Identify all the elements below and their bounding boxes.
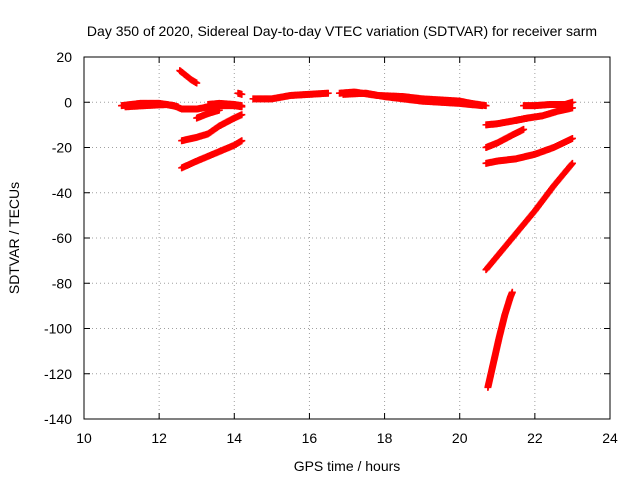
x-tick-label: 20 [452,430,468,446]
series-arc-mid-left [204,99,246,110]
y-tick-label: -40 [52,185,72,201]
y-tick-label: -20 [52,140,72,156]
data-points [118,67,576,391]
x-tick-label: 16 [302,430,318,446]
plot-frame [83,56,611,420]
x-tick-label: 12 [151,430,167,446]
y-tick-label: -120 [44,366,72,382]
chart-title: Day 350 of 2020, Sidereal Day-to-day VTE… [87,23,597,39]
data-point [238,111,246,119]
data-point [174,103,182,111]
data-point [193,79,201,87]
data-point [523,114,531,122]
series-arc-right-neg27 [482,134,576,167]
data-point [478,102,486,110]
grid-lines [84,57,610,419]
data-point [215,106,223,114]
series-arc-short-spike [176,67,201,87]
data-point [324,89,332,97]
data-point [238,102,246,110]
data-point [568,104,576,112]
axis-ticks: 10 12 14 16 18 20 22 24 20 0 -20 -40 -60 -80 -100 -120 -… [44,49,618,446]
x-tick-label: 22 [527,430,543,446]
series-arc-neg17-left [178,111,246,145]
data-point [520,125,528,133]
series-arc-right-neg20 [482,125,528,151]
data-point [238,137,246,145]
series-arc-day-right-b [339,89,486,110]
y-axis-label: SDTVAR / TECUs [6,182,22,294]
series-arc-neg29-left [178,137,246,172]
series-arc-right-diagonal [482,159,576,274]
x-tick-label: 24 [602,430,618,446]
series-arc-small [193,106,223,122]
data-point [238,90,246,98]
series-arc-right-steep [484,288,516,391]
series-arc-day-main [234,89,246,98]
series-arc-right-neg10 [482,114,531,129]
series-arc-day-center [249,89,332,103]
x-tick-label: 14 [226,430,242,446]
data-point [508,288,516,296]
series-arc-right-top [520,98,576,110]
series-arc-top-left-b [121,101,182,111]
x-tick-label: 10 [76,430,92,446]
y-tick-label: -60 [52,230,72,246]
y-tick-label: -80 [52,275,72,291]
y-tick-label: -100 [44,321,72,337]
y-tick-label: 0 [64,94,72,110]
y-tick-label: 20 [56,49,72,65]
data-point [568,159,576,167]
y-tick-label: -140 [44,411,72,427]
data-point [568,134,576,142]
x-tick-label: 18 [377,430,393,446]
x-axis-label: GPS time / hours [294,458,401,474]
